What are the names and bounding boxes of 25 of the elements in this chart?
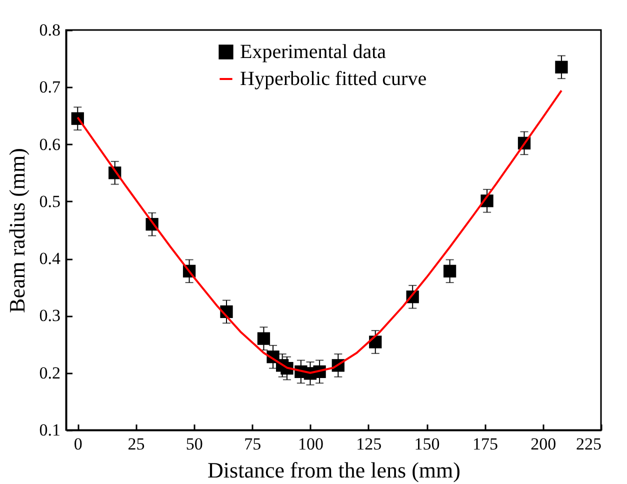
x-tick-label: 0	[74, 434, 82, 454]
legend-label: Experimental data	[240, 41, 386, 63]
x-tick-label: 100	[298, 434, 324, 454]
point	[443, 264, 456, 278]
x-tick-label: 225	[576, 434, 602, 454]
point	[555, 60, 568, 74]
x-tick-label: 175	[472, 434, 498, 454]
y-tick-label: 0.3	[39, 306, 60, 326]
x-tick-label: 125	[356, 434, 382, 454]
x-axis-title: Distance from the lens (mm)	[208, 458, 460, 482]
x-tick-label: 50	[186, 434, 203, 454]
y-tick-label: 0.1	[39, 420, 60, 440]
y-tick-label: 0.2	[39, 363, 60, 382]
x-tick-label: 150	[414, 434, 440, 454]
x-tick-label: 75	[244, 434, 262, 454]
y-axis-title: Beam radius (mm)	[4, 148, 30, 313]
y-tick-label: 0.5	[39, 192, 60, 211]
legend-label: Hyperbolic fitted curve	[240, 68, 427, 90]
y-tick-label: 0.6	[39, 134, 60, 154]
point	[257, 332, 270, 345]
y-tick-label: 0.8	[39, 20, 60, 40]
x-tick-label: 200	[530, 434, 556, 454]
x-tick-label: 25	[128, 434, 145, 454]
y-tick-label: 0.7	[39, 78, 61, 97]
y-tick-label: 0.4	[39, 249, 61, 268]
